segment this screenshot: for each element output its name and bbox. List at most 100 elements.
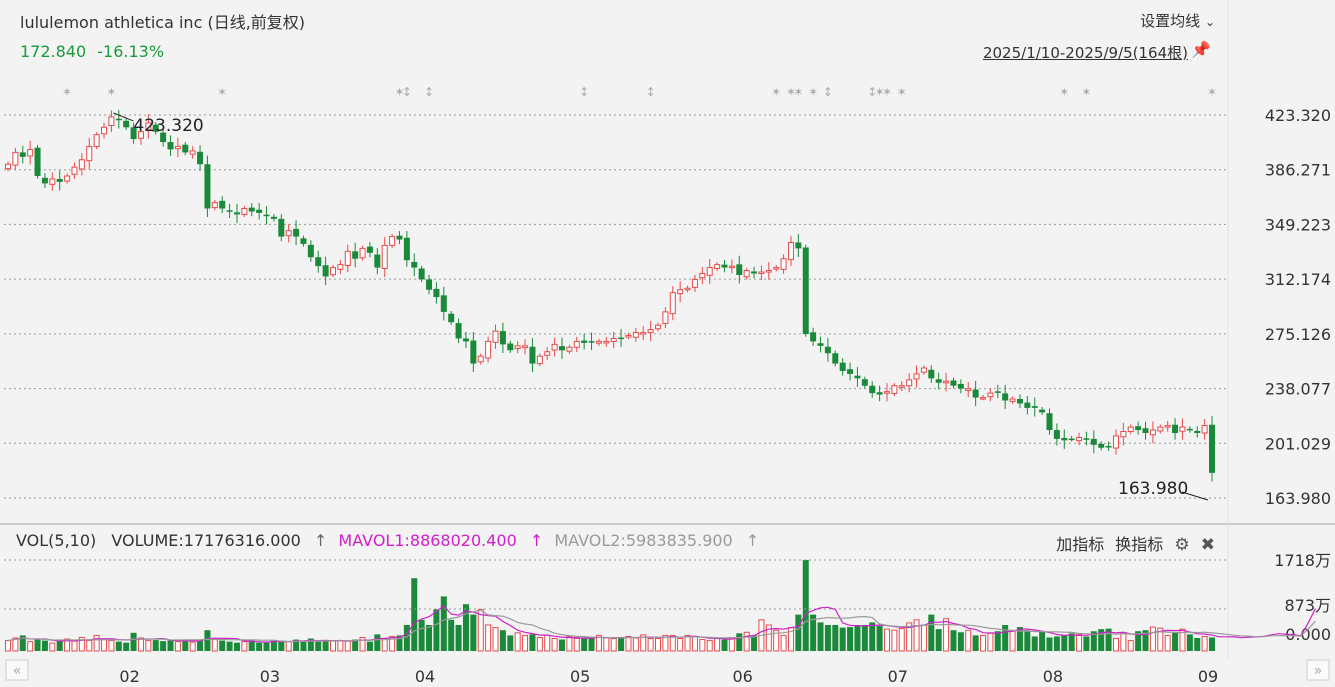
volume-bar xyxy=(1083,636,1090,651)
candle-body xyxy=(625,335,632,338)
volume-bar xyxy=(1068,633,1075,651)
candle-body xyxy=(211,202,218,209)
volume-bar xyxy=(1135,631,1142,651)
volume-bar xyxy=(470,614,477,651)
volume-bar xyxy=(381,638,388,652)
scroll-left-button[interactable] xyxy=(5,659,29,681)
volume-bar xyxy=(817,622,824,651)
candle-body xyxy=(499,331,506,345)
volume-bar xyxy=(699,639,706,652)
chart-title: lululemon athletica inc (日线,前复权) xyxy=(20,13,306,32)
candle-body xyxy=(943,380,950,384)
candle-body xyxy=(935,379,942,383)
volume-bar xyxy=(41,640,48,651)
pin-icon[interactable]: 📌 xyxy=(1191,40,1211,59)
close-icon[interactable]: ✖ xyxy=(1200,535,1215,555)
candle-body xyxy=(544,351,551,356)
candle-body xyxy=(462,338,469,342)
volume-bar xyxy=(433,609,440,651)
volume-bar xyxy=(1090,631,1097,651)
arrow-up-icon: ↑ xyxy=(745,531,760,550)
volume-bar xyxy=(684,634,691,652)
candle-body xyxy=(677,289,684,295)
candle-body xyxy=(714,264,721,269)
candle-body xyxy=(330,267,337,276)
volume-bar xyxy=(1039,631,1046,651)
volume-bar xyxy=(1120,632,1127,652)
volume-bar xyxy=(27,641,34,652)
candle-body xyxy=(426,279,433,290)
volume-bar xyxy=(108,640,115,652)
candle-body xyxy=(1061,438,1068,441)
add-indicator-button[interactable]: 加指标 xyxy=(1056,535,1105,554)
volume-bar xyxy=(669,634,676,652)
volume-bar xyxy=(160,641,167,651)
volume-bar xyxy=(588,638,595,651)
candle-body xyxy=(1009,398,1016,402)
volume-bar xyxy=(86,640,93,652)
candle-body xyxy=(802,247,809,335)
volume-bar xyxy=(706,640,713,652)
candle-body xyxy=(396,235,403,240)
volume-bar xyxy=(1179,628,1186,652)
candle-body xyxy=(256,209,263,213)
event-marker-icon: ✶ xyxy=(394,85,404,99)
candle-body xyxy=(603,340,610,344)
set-ma-button[interactable]: 设置均线 ⌄ xyxy=(1140,10,1215,31)
volume-bar xyxy=(167,640,174,651)
volume-bar xyxy=(403,625,410,651)
candle-body xyxy=(861,379,868,386)
candle-body xyxy=(485,340,492,359)
set-ma-label: 设置均线 xyxy=(1140,12,1201,30)
x-tick-label: 07 xyxy=(888,667,908,686)
volume-bar xyxy=(950,630,957,651)
candle-body xyxy=(344,250,351,267)
volume-legend: VOL(5,10) VOLUME:17176316.000 ↑ MAVOL1:8… xyxy=(16,531,765,550)
candle-body xyxy=(1098,443,1105,448)
volume-bar xyxy=(204,630,211,651)
candle-body xyxy=(1179,426,1186,432)
candle-body xyxy=(728,265,735,269)
candle-body xyxy=(160,132,167,143)
candle-body xyxy=(470,340,477,364)
candle-body xyxy=(1149,429,1156,436)
candle-body xyxy=(1053,430,1060,439)
volume-bar xyxy=(219,640,226,651)
candle-body xyxy=(145,122,152,131)
candle-body xyxy=(839,362,846,371)
candle-body xyxy=(854,375,861,379)
min-price-label: 163.980 xyxy=(1118,479,1188,499)
volume-bar xyxy=(189,641,196,652)
candle-body xyxy=(669,292,676,315)
scroll-right-button[interactable] xyxy=(1306,659,1330,681)
x-tick-label: 08 xyxy=(1043,667,1063,686)
candle-body xyxy=(1016,399,1023,404)
event-marker-icon: ✶ xyxy=(1207,85,1217,99)
volume-indicator-name[interactable]: VOL(5,10) xyxy=(16,531,97,550)
volume-bar xyxy=(544,634,551,652)
volume-bar xyxy=(233,642,240,651)
switch-indicator-button[interactable]: 换指标 xyxy=(1115,535,1164,554)
volume-bar xyxy=(49,642,56,652)
volume-bar xyxy=(411,578,418,651)
candle-body xyxy=(108,116,115,127)
candle-body xyxy=(182,144,189,153)
volume-bar xyxy=(145,640,152,652)
volume-bar xyxy=(300,641,307,651)
candle-body xyxy=(795,242,802,249)
y-tick-label: 275.126 xyxy=(1265,325,1331,344)
volume-bar xyxy=(293,639,300,651)
date-range[interactable]: 2025/1/10-2025/9/5(164根) xyxy=(982,44,1188,62)
candle-body xyxy=(640,332,647,335)
volume-bar xyxy=(130,632,137,651)
gear-icon[interactable]: ⚙ xyxy=(1174,535,1190,555)
volume-bar xyxy=(1201,635,1208,652)
candle-body xyxy=(595,340,602,344)
x-tick-label: 04 xyxy=(415,667,435,686)
volume-bar xyxy=(64,638,71,652)
chevron-icon: « xyxy=(13,663,22,679)
volume-bar xyxy=(1194,638,1201,651)
volume-bar xyxy=(972,635,979,651)
volume-bar xyxy=(455,625,462,651)
volume-bar xyxy=(315,641,322,651)
